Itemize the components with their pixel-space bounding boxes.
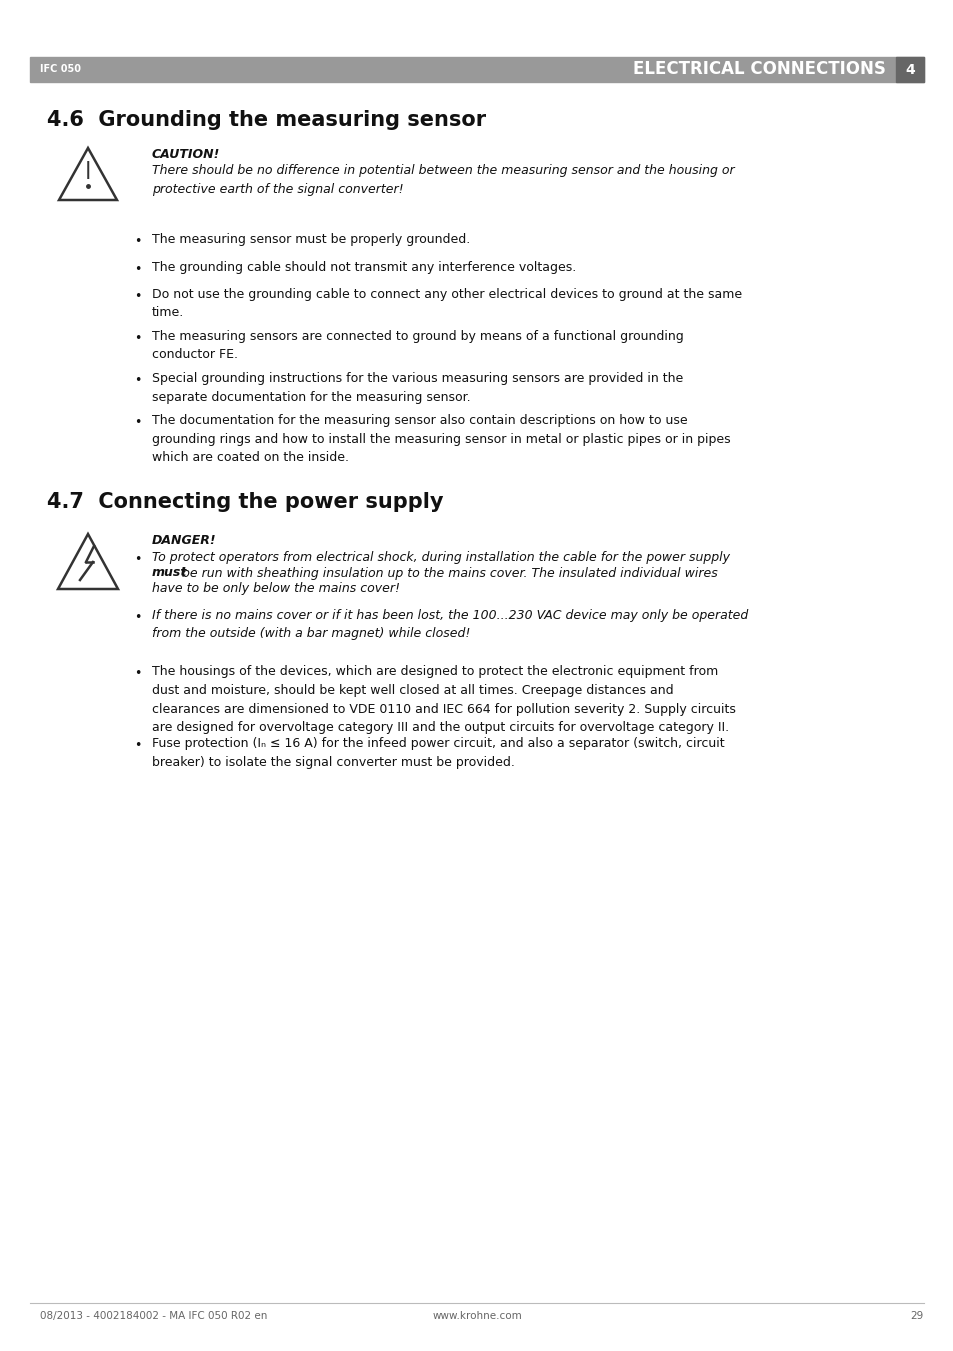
Text: 4.6  Grounding the measuring sensor: 4.6 Grounding the measuring sensor xyxy=(47,109,486,130)
Text: •: • xyxy=(134,667,142,681)
Text: If there is no mains cover or if it has been lost, the 100...230 VAC device may : If there is no mains cover or if it has … xyxy=(152,608,747,640)
Polygon shape xyxy=(59,149,117,200)
Text: DANGER!: DANGER! xyxy=(152,534,216,547)
Text: •: • xyxy=(134,739,142,753)
Text: •: • xyxy=(134,290,142,303)
Text: The measuring sensors are connected to ground by means of a functional grounding: The measuring sensors are connected to g… xyxy=(152,330,683,362)
Text: •: • xyxy=(134,553,142,566)
Text: •: • xyxy=(134,235,142,249)
Text: The measuring sensor must be properly grounded.: The measuring sensor must be properly gr… xyxy=(152,232,470,246)
Text: There should be no difference in potential between the measuring sensor and the : There should be no difference in potenti… xyxy=(152,163,734,196)
Text: have to be only below the mains cover!: have to be only below the mains cover! xyxy=(152,582,399,594)
Text: 08/2013 - 4002184002 - MA IFC 050 R02 en: 08/2013 - 4002184002 - MA IFC 050 R02 en xyxy=(40,1310,267,1321)
Text: |: | xyxy=(85,161,91,178)
Bar xyxy=(30,57,923,82)
Text: •: • xyxy=(134,332,142,345)
Text: Do not use the grounding cable to connect any other electrical devices to ground: Do not use the grounding cable to connec… xyxy=(152,288,741,319)
Text: The housings of the devices, which are designed to protect the electronic equipm: The housings of the devices, which are d… xyxy=(152,666,735,734)
Text: 4: 4 xyxy=(904,62,914,77)
Text: CAUTION!: CAUTION! xyxy=(152,149,220,161)
Text: Fuse protection (Iₙ ≤ 16 A) for the infeed power circuit, and also a separator (: Fuse protection (Iₙ ≤ 16 A) for the infe… xyxy=(152,738,724,769)
Text: To protect operators from electrical shock, during installation the cable for th: To protect operators from electrical sho… xyxy=(152,551,729,563)
Text: ELECTRICAL CONNECTIONS: ELECTRICAL CONNECTIONS xyxy=(633,61,885,78)
Text: •: • xyxy=(134,416,142,430)
Bar xyxy=(895,57,923,82)
Text: www.krohne.com: www.krohne.com xyxy=(432,1310,521,1321)
Text: 29: 29 xyxy=(910,1310,923,1321)
Text: Special grounding instructions for the various measuring sensors are provided in: Special grounding instructions for the v… xyxy=(152,372,682,404)
Text: be run with sheathing insulation up to the mains cover. The insulated individual: be run with sheathing insulation up to t… xyxy=(178,566,717,580)
Text: The documentation for the measuring sensor also contain descriptions on how to u: The documentation for the measuring sens… xyxy=(152,413,730,463)
Text: IFC 050: IFC 050 xyxy=(40,65,81,74)
Text: must: must xyxy=(152,566,187,580)
Text: •: • xyxy=(134,611,142,624)
Text: The grounding cable should not transmit any interference voltages.: The grounding cable should not transmit … xyxy=(152,261,576,273)
Text: •: • xyxy=(134,262,142,276)
Text: 4.7  Connecting the power supply: 4.7 Connecting the power supply xyxy=(47,492,443,512)
Polygon shape xyxy=(58,534,118,589)
Text: •: • xyxy=(134,374,142,386)
